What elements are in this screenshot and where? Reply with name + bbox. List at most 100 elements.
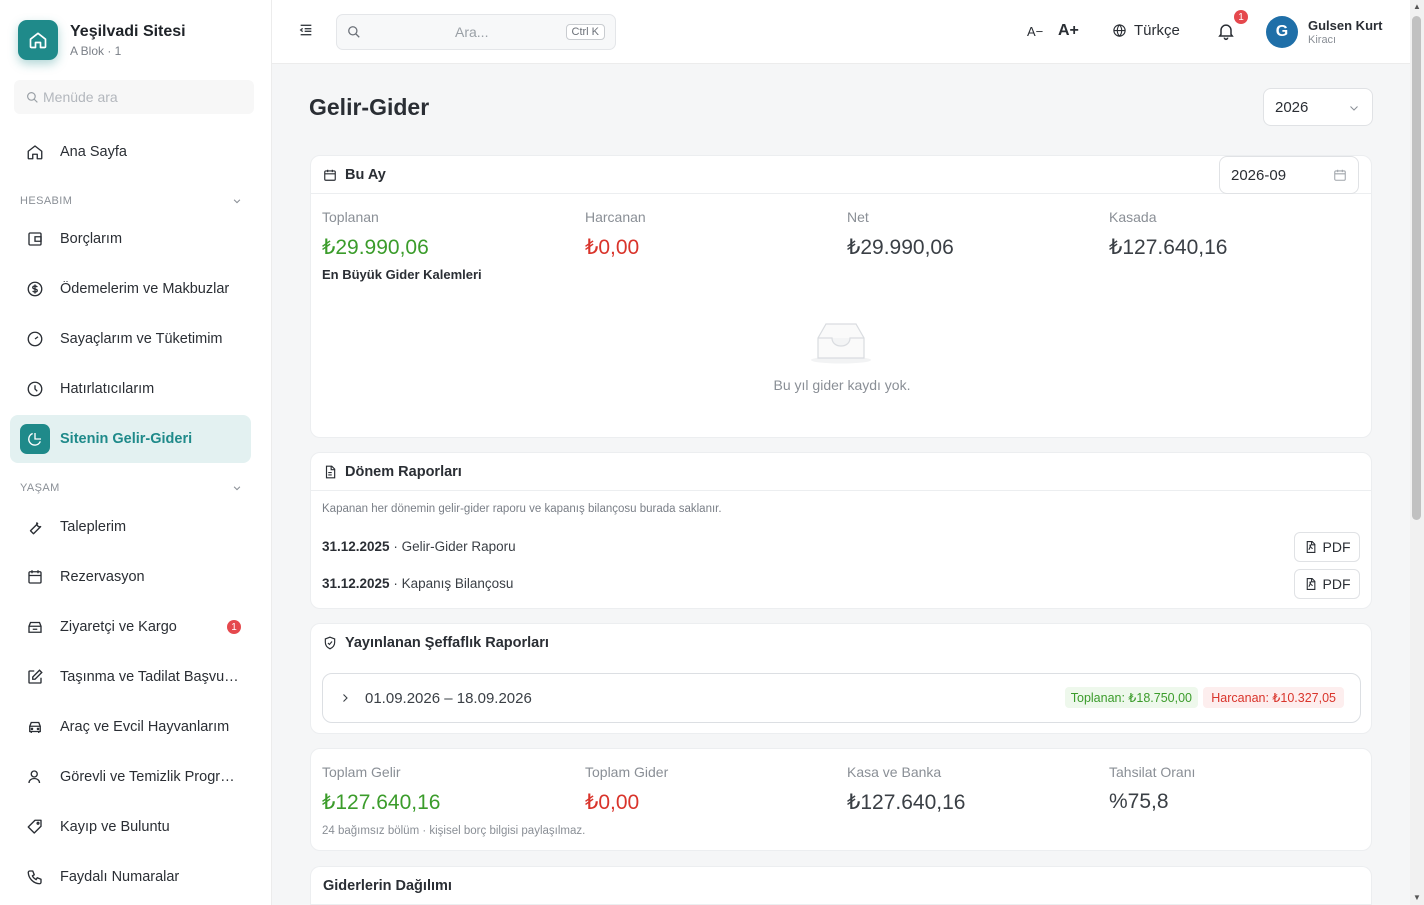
tag-icon bbox=[26, 818, 44, 836]
sidebar: Yeşilvadi Sitesi A Blok · 1 Menüde ara A… bbox=[0, 0, 272, 905]
gauge-icon bbox=[26, 330, 44, 348]
distribution-card: Giderlerin Dağılımı bbox=[310, 866, 1372, 905]
sidebar-item-tasinma[interactable]: Taşınma ve Tadilat Başvuruları bbox=[10, 653, 251, 701]
sidebar-item-label: Borçlarım bbox=[60, 231, 123, 247]
avatar: G bbox=[1266, 16, 1298, 48]
car-icon bbox=[26, 718, 44, 736]
sidebar-item-gorevli[interactable]: Görevli ve Temizlik Programı bbox=[10, 753, 251, 801]
sidebar-item-label: Hatırlatıcılarım bbox=[60, 381, 155, 397]
stat-value: ₺29.990,06 bbox=[322, 236, 429, 259]
sidebar-item-gelir-gider[interactable]: Sitenin Gelir-Gideri bbox=[10, 415, 251, 463]
search-icon bbox=[27, 91, 38, 103]
pdf-download-button[interactable]: PDF bbox=[1294, 532, 1360, 562]
this-month-card: Bu Ay 2026-09 Toplanan ₺29.990,06 Harcan… bbox=[310, 155, 1372, 438]
calendar-icon bbox=[1334, 169, 1346, 181]
stat-toplam-gider: Toplam Gider ₺0,00 bbox=[585, 764, 668, 815]
report-date: 31.12.2025 bbox=[322, 576, 390, 591]
calendar-icon bbox=[323, 168, 337, 182]
scrollbar-thumb[interactable] bbox=[1412, 16, 1421, 520]
stat-label: Tahsilat Oranı bbox=[1109, 764, 1196, 780]
report-name: · Gelir-Gider Raporu bbox=[389, 539, 516, 554]
sidebar-item-home[interactable]: Ana Sayfa bbox=[10, 128, 251, 176]
year-select[interactable]: 2026 bbox=[1263, 88, 1373, 126]
globe-icon bbox=[1113, 24, 1126, 37]
year-value: 2026 bbox=[1275, 98, 1309, 116]
pdf-download-button[interactable]: PDF bbox=[1294, 569, 1360, 599]
card-title: Yayınlanan Şeffaflık Raporları bbox=[345, 635, 549, 651]
clock-icon bbox=[26, 380, 44, 398]
wrench-icon bbox=[26, 518, 44, 536]
dollar-circle-icon bbox=[26, 280, 44, 298]
chevron-down-icon bbox=[233, 486, 241, 491]
stat-kasa-banka: Kasa ve Banka ₺127.640,16 bbox=[847, 764, 965, 815]
menu-collapse-icon[interactable] bbox=[298, 22, 314, 43]
sidebar-item-ziyaretci[interactable]: Ziyaretçi ve Kargo 1 bbox=[10, 603, 251, 651]
report-name: · Kapanış Bilançosu bbox=[389, 576, 514, 591]
stat-value: ₺127.640,16 bbox=[1109, 236, 1228, 259]
shield-check-icon bbox=[323, 636, 337, 650]
stat-harcanan: Harcanan ₺0,00 bbox=[585, 209, 646, 260]
file-icon bbox=[323, 465, 337, 479]
sidebar-item-kayip[interactable]: Kayıp ve Buluntu bbox=[10, 803, 251, 851]
stat-net: Net ₺29.990,06 bbox=[847, 209, 954, 260]
period-range: 01.09.2026 – 18.09.2026 bbox=[365, 689, 532, 707]
month-value: 2026-09 bbox=[1231, 166, 1287, 184]
sidebar-item-arac[interactable]: Araç ve Evcil Hayvanlarım bbox=[10, 703, 251, 751]
scroll-up-arrow-icon[interactable]: ▲ bbox=[1413, 2, 1421, 11]
sidebar-item-label: Ödemelerim ve Makbuzlar bbox=[60, 281, 230, 297]
report-period-row[interactable]: 01.09.2026 – 18.09.2026 Toplanan: ₺18.75… bbox=[322, 673, 1361, 723]
stat-kasada: Kasada ₺127.640,16 bbox=[1109, 209, 1227, 260]
sidebar-item-label: Sitenin Gelir-Gideri bbox=[60, 431, 193, 447]
sidebar-item-sayaclarim[interactable]: Sayaçlarım ve Tüketimim bbox=[10, 315, 251, 363]
edit-icon bbox=[26, 668, 44, 686]
notification-badge: 1 bbox=[1234, 10, 1248, 24]
font-increase-button[interactable]: A+ bbox=[1058, 22, 1079, 39]
user-role: Kiracı bbox=[1308, 34, 1337, 46]
menu-search-input[interactable]: Menüde ara bbox=[14, 80, 254, 114]
empty-inbox-icon bbox=[808, 320, 874, 369]
month-picker[interactable]: 2026-09 bbox=[1219, 156, 1359, 194]
page-title: Gelir-Gider bbox=[309, 94, 430, 120]
user-name: Gulsen Kurt bbox=[1308, 18, 1383, 33]
card-title: Dönem Raporları bbox=[345, 463, 462, 480]
scroll-down-arrow-icon[interactable]: ▼ bbox=[1413, 893, 1421, 902]
pdf-file-icon bbox=[1306, 541, 1315, 553]
sidebar-item-hatirlaticilarim[interactable]: Hatırlatıcılarım bbox=[10, 365, 251, 413]
notification-badge: 1 bbox=[227, 620, 241, 634]
report-date: 31.12.2025 bbox=[322, 539, 390, 554]
wallet-icon bbox=[26, 230, 44, 248]
card-header: Dönem Raporları bbox=[311, 453, 1371, 491]
empty-state-text: Bu yıl gider kaydı yok. bbox=[773, 377, 911, 393]
sidebar-item-label: Kayıp ve Buluntu bbox=[60, 819, 170, 835]
font-decrease-button[interactable]: A− bbox=[1027, 24, 1044, 39]
pdf-label: PDF bbox=[1322, 576, 1351, 592]
stat-value: ₺127.640,16 bbox=[847, 791, 966, 814]
language-selector[interactable]: Türkçe bbox=[1112, 22, 1180, 39]
sidebar-item-taleplerim[interactable]: Taleplerim bbox=[10, 503, 251, 551]
collected-tag: Toplanan: ₺18.750,00 bbox=[1064, 687, 1198, 708]
search-input[interactable]: Ara... Ctrl K bbox=[336, 14, 616, 50]
bell-icon[interactable] bbox=[1216, 21, 1236, 46]
search-placeholder: Ara... bbox=[455, 24, 489, 40]
sidebar-item-label: Araç ve Evcil Hayvanlarım bbox=[60, 719, 230, 735]
pdf-file-icon bbox=[1306, 578, 1315, 590]
pie-chart-icon bbox=[20, 424, 50, 454]
stat-label: Net bbox=[847, 209, 869, 225]
sidebar-item-borclarim[interactable]: Borçlarım bbox=[10, 215, 251, 263]
sidebar-item-label: Sayaçlarım ve Tüketimim bbox=[60, 331, 223, 347]
sidebar-item-label: Faydalı Numaralar bbox=[60, 869, 180, 885]
user-menu[interactable]: G Gulsen Kurt Kiracı bbox=[1262, 12, 1392, 52]
sidebar-item-faydali-numaralar[interactable]: Faydalı Numaralar bbox=[10, 853, 251, 901]
period-reports-card: Dönem Raporları Kapanan her dönemin geli… bbox=[310, 452, 1372, 609]
brand-subtitle: A Blok · 1 bbox=[70, 43, 122, 58]
sidebar-item-odemelerim[interactable]: Ödemelerim ve Makbuzlar bbox=[10, 265, 251, 313]
section-hesabim[interactable]: HESABIM bbox=[20, 195, 242, 207]
section-yasam[interactable]: YAŞAM bbox=[20, 482, 242, 494]
sidebar-item-label: Taşınma ve Tadilat Başvuruları bbox=[60, 669, 240, 685]
sidebar-item-rezervasyon[interactable]: Rezervasyon bbox=[10, 553, 251, 601]
section-label: HESABIM bbox=[20, 195, 73, 207]
brand-title: Yeşilvadi Sitesi bbox=[70, 22, 186, 40]
package-icon bbox=[26, 618, 44, 636]
brand[interactable]: Yeşilvadi Sitesi A Blok · 1 bbox=[18, 20, 186, 60]
totals-footnote: 24 bağımsız bölüm · kişisel borç bilgisi… bbox=[322, 825, 586, 837]
